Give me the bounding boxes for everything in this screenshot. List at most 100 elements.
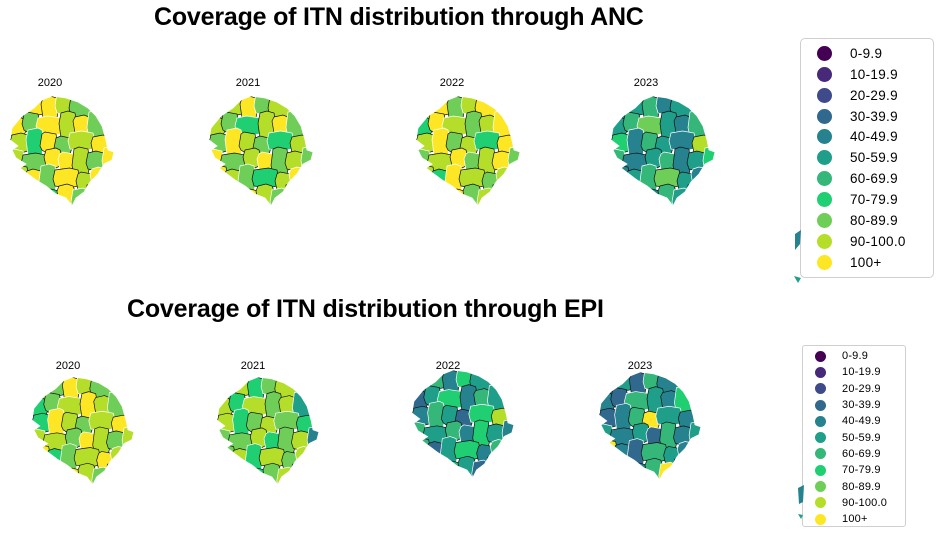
legend-anc-swatch bbox=[817, 192, 832, 208]
year-label-anc-2020: 2020 bbox=[37, 77, 63, 89]
legend-epi-item: 20-29.9 bbox=[803, 381, 881, 397]
map-anc-2023 bbox=[609, 94, 721, 210]
legend-anc-label: 60-69.9 bbox=[850, 171, 898, 187]
legend-anc-swatch bbox=[817, 66, 832, 82]
district-region bbox=[106, 129, 114, 151]
district-region bbox=[497, 96, 519, 115]
year-label-anc-2023: 2023 bbox=[633, 77, 659, 89]
legend-epi-swatch bbox=[815, 350, 826, 362]
legend-anc-label: 40-49.9 bbox=[850, 129, 898, 145]
legend-anc-item: 100+ bbox=[801, 252, 882, 273]
map-epi-2022 bbox=[410, 368, 520, 482]
legend-epi-label: 30-39.9 bbox=[842, 399, 881, 412]
legend-epi-label: 50-59.9 bbox=[842, 431, 881, 444]
legend-anc-swatch bbox=[817, 108, 832, 124]
district-region bbox=[513, 96, 520, 119]
legend-anc-swatch bbox=[817, 45, 832, 61]
district-region bbox=[598, 463, 614, 480]
district-region bbox=[300, 145, 313, 176]
legend-anc-item: 90-100.0 bbox=[801, 231, 906, 252]
legend-epi-label: 60-69.9 bbox=[842, 447, 881, 460]
district-region bbox=[508, 113, 520, 135]
district-region bbox=[306, 96, 313, 119]
district-region bbox=[269, 187, 289, 206]
district-region bbox=[485, 454, 514, 478]
legend-anc-item: 10-19.9 bbox=[801, 64, 898, 85]
district-region bbox=[416, 189, 431, 206]
district-region bbox=[105, 461, 134, 485]
legend-anc-item: 40-49.9 bbox=[801, 127, 898, 148]
legend-epi-swatch bbox=[815, 383, 826, 395]
district-region bbox=[509, 458, 514, 478]
district-region bbox=[91, 96, 113, 115]
legend-epi-swatch bbox=[815, 448, 826, 460]
year-label-epi-2023: 2023 bbox=[627, 360, 653, 372]
district-region bbox=[41, 463, 69, 485]
district-region bbox=[209, 189, 224, 206]
legend-anc-label: 90-100.0 bbox=[850, 233, 906, 249]
district-region bbox=[620, 184, 649, 206]
district-region bbox=[671, 187, 691, 206]
district-region bbox=[91, 466, 110, 485]
year-label-epi-2021: 2021 bbox=[240, 360, 266, 372]
legend-epi-label: 10-19.9 bbox=[842, 366, 881, 379]
district-region bbox=[125, 450, 134, 471]
map-epi-2021 bbox=[215, 375, 325, 489]
district-region bbox=[611, 189, 626, 206]
legend-anc-item: 70-79.9 bbox=[801, 189, 898, 210]
district-region bbox=[702, 145, 715, 176]
legend-epi-item: 80-89.9 bbox=[803, 478, 881, 494]
district-region bbox=[226, 463, 254, 485]
legend-epi-item: 90-100.0 bbox=[803, 495, 887, 511]
legend-epi-label: 80-89.9 bbox=[842, 480, 881, 493]
legend-anc: 0-9.9 10-19.9 20-29.9 30-39.9 40-49.9 50-59.9… bbox=[800, 38, 934, 278]
legend-anc-label: 20-29.9 bbox=[850, 87, 898, 103]
legend-anc-label: 0-9.9 bbox=[850, 45, 883, 61]
district-region bbox=[672, 456, 701, 480]
district-region bbox=[107, 96, 114, 119]
legend-epi-label: 0-9.9 bbox=[842, 350, 869, 363]
district-region bbox=[19, 184, 48, 206]
district-region bbox=[290, 96, 312, 115]
district-region bbox=[122, 394, 134, 415]
legend-epi-swatch bbox=[815, 415, 826, 427]
district-region bbox=[515, 186, 520, 206]
district-region bbox=[411, 437, 431, 467]
legend-anc-item: 30-39.9 bbox=[801, 106, 898, 127]
district-region bbox=[692, 445, 701, 466]
district-region bbox=[708, 96, 715, 119]
legend-anc-swatch bbox=[817, 87, 832, 103]
legend-anc-swatch bbox=[817, 171, 832, 187]
legend-epi-item: 10-19.9 bbox=[803, 364, 881, 380]
district-region bbox=[307, 394, 319, 415]
district-region bbox=[476, 187, 496, 206]
legend-anc-label: 10-19.9 bbox=[850, 66, 898, 82]
district-region bbox=[216, 444, 236, 474]
district-region bbox=[102, 113, 114, 135]
district-region bbox=[310, 450, 319, 471]
district-region bbox=[105, 170, 114, 192]
district-region bbox=[70, 187, 90, 206]
district-region bbox=[502, 387, 514, 408]
district-region bbox=[31, 444, 51, 474]
district-region bbox=[296, 376, 318, 395]
district-region bbox=[314, 465, 319, 485]
legend-epi-swatch bbox=[815, 513, 826, 525]
year-label-epi-2022: 2022 bbox=[435, 360, 461, 372]
district-region bbox=[598, 439, 618, 469]
district-region bbox=[491, 369, 513, 388]
district-region bbox=[608, 458, 636, 480]
legend-anc-swatch bbox=[817, 150, 832, 166]
legend-anc-item: 60-69.9 bbox=[801, 168, 898, 189]
district-region bbox=[505, 443, 514, 464]
district-region bbox=[308, 186, 313, 206]
district-region bbox=[301, 113, 313, 135]
clipped-map-fragment-epi bbox=[798, 485, 804, 519]
legend-epi-item: 30-39.9 bbox=[803, 397, 881, 413]
district-region bbox=[312, 376, 319, 399]
district-region bbox=[111, 376, 133, 395]
map-anc-2022 bbox=[414, 94, 526, 210]
district-region bbox=[707, 129, 715, 151]
year-label-anc-2021: 2021 bbox=[235, 77, 261, 89]
district-region bbox=[507, 369, 514, 392]
